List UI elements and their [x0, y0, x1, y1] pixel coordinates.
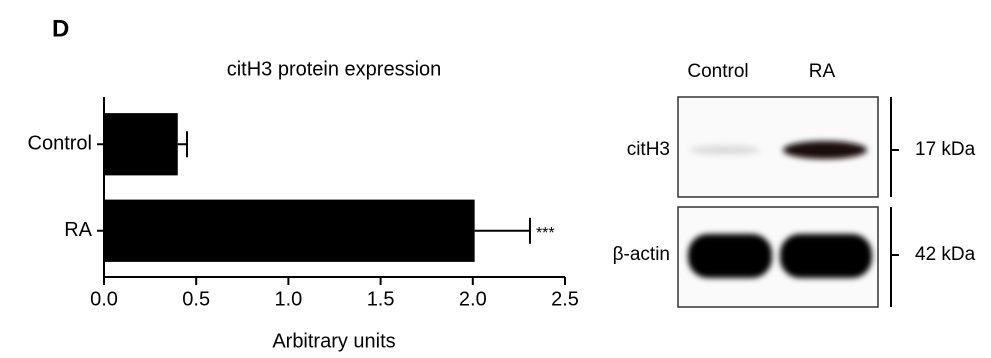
lane-label: RA	[809, 61, 836, 82]
blot-band	[688, 234, 772, 278]
x-tick-label: 0.5	[182, 288, 210, 310]
blot-band	[690, 145, 760, 155]
significance: ***	[536, 225, 555, 242]
x-axis-label: Arbitrary units	[272, 330, 395, 352]
y-tick-label: Control	[28, 133, 92, 155]
blot-band	[783, 141, 867, 159]
x-tick-label: 0.0	[90, 288, 118, 310]
x-tick-label: 2.5	[551, 288, 579, 310]
x-tick-label: 1.0	[274, 288, 302, 310]
panel-label: D	[52, 15, 69, 42]
blot-band	[780, 234, 872, 278]
x-tick-label: 2.0	[459, 288, 487, 310]
row-label: β-actin	[613, 244, 670, 265]
y-tick-label: RA	[64, 219, 92, 241]
bar	[104, 200, 475, 262]
size-label: 42 kDa	[915, 244, 976, 265]
row-label: citH3	[627, 139, 670, 160]
error-bar	[178, 131, 187, 157]
x-tick-label: 1.5	[367, 288, 395, 310]
size-label: 17 kDa	[915, 139, 976, 160]
figure: D citH3 protein expression Arbitrary uni…	[0, 0, 991, 358]
error-bar	[475, 218, 530, 244]
lane-label: Control	[687, 61, 748, 82]
bar	[104, 113, 178, 175]
chart-title: citH3 protein expression	[227, 58, 442, 80]
